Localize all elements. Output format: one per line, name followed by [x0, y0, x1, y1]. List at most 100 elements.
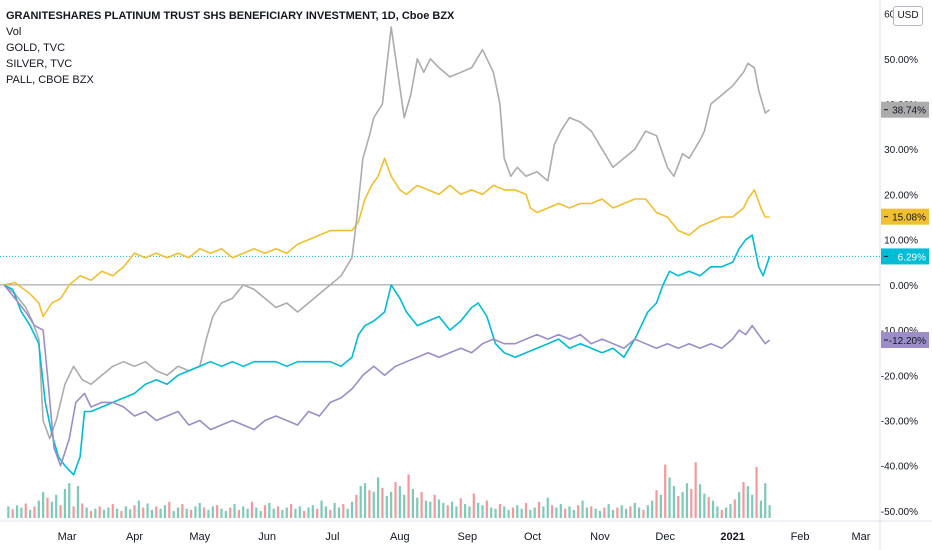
volume-bar	[142, 507, 145, 518]
x-tick-label: Feb	[791, 531, 810, 543]
volume-bar	[442, 502, 445, 518]
legend-item-gold[interactable]: GOLD, TVC	[6, 42, 66, 54]
volume-bar	[738, 491, 741, 518]
volume-bar	[703, 493, 706, 518]
volume-bar	[15, 505, 19, 518]
x-tick-label: Aug	[390, 531, 410, 543]
volume-bar	[194, 506, 197, 518]
volume-bar	[629, 506, 632, 518]
volume-bar	[759, 500, 762, 518]
volume-bar	[350, 501, 354, 518]
x-tick-label: Mar	[58, 531, 77, 543]
volume-bar	[694, 462, 697, 518]
volume-bar	[433, 494, 436, 518]
volume-bar	[677, 495, 680, 518]
volume-bar	[611, 509, 615, 518]
volume-bar	[768, 505, 771, 518]
volume-bar	[329, 509, 332, 518]
x-tick-label: Jul	[325, 531, 339, 543]
volume-bar	[50, 501, 53, 518]
y-tick-label: -40.00%	[881, 462, 918, 473]
volume-bar	[542, 506, 545, 518]
volume-bar	[546, 497, 549, 518]
legend: GRANITESHARES PLATINUM TRUST SHS BENEFIC…	[6, 8, 454, 88]
volume-bar	[372, 491, 375, 518]
volume-bar	[172, 511, 175, 518]
currency-button[interactable]: USD	[893, 6, 923, 26]
y-tick-label: -50.00%	[881, 507, 918, 518]
legend-title[interactable]: GRANITESHARES PLATINUM TRUST SHS BENEFIC…	[6, 10, 455, 22]
last-value-text: 38.74%	[892, 106, 926, 117]
volume-bar	[572, 509, 575, 518]
y-tick-label: 10.00%	[884, 236, 918, 247]
volume-bar	[120, 511, 123, 518]
volume-bar	[359, 486, 362, 518]
volume-bar	[290, 504, 293, 518]
legend-item-vol[interactable]: Vol	[6, 26, 22, 38]
volume-bar	[368, 490, 371, 518]
volume-bar	[155, 506, 158, 518]
volume-bar	[646, 505, 649, 518]
volume-bar	[102, 509, 106, 518]
volume-bar	[450, 501, 454, 518]
last-value-labels: 38.74% 15.08% 6.29% -12.20%	[881, 101, 929, 349]
volume-bar	[24, 503, 27, 518]
volume-bar	[690, 489, 693, 518]
volume-bar	[11, 509, 14, 518]
x-axis-ticks[interactable]: Mar Apr May Jun Jul Aug Sep Oct Nov Dec 2021 Feb Mar	[58, 531, 871, 543]
volume-bar	[429, 501, 432, 518]
volume-bar	[585, 507, 588, 518]
volume-bar	[559, 504, 562, 518]
volume-bar	[594, 508, 597, 518]
volume-bar	[46, 497, 49, 518]
volume-bar	[76, 486, 80, 518]
volume-bar	[490, 507, 493, 518]
series-line-silver[interactable]	[3, 26, 771, 440]
volume-bar	[733, 499, 736, 518]
last-value-badge	[881, 208, 929, 225]
legend-item-silver[interactable]: SILVER, TVC	[6, 58, 73, 70]
volume-bar	[337, 507, 341, 518]
volume-bar	[511, 507, 515, 518]
volume-bar	[725, 507, 728, 518]
volume-bar	[603, 507, 606, 518]
x-tick-label: Mar	[851, 531, 870, 543]
volume-bar	[446, 505, 449, 518]
series-line-gold[interactable]	[3, 157, 770, 318]
volume-bar	[633, 502, 636, 518]
volume-bar	[185, 508, 188, 518]
legend-item-pall[interactable]: PALL, CBOE BZX	[6, 74, 94, 86]
volume-bar	[333, 502, 336, 518]
volume-bar	[390, 491, 393, 518]
volume-bar	[607, 504, 610, 518]
volume-bar	[411, 489, 414, 518]
volume-bar	[129, 509, 132, 518]
volume-bar	[711, 500, 715, 518]
volume-bar	[176, 507, 180, 518]
volume-bar	[85, 507, 88, 518]
last-value-label-gold: 15.08%	[881, 208, 929, 225]
volume-bar	[681, 491, 684, 518]
volume-bar	[416, 497, 419, 518]
volume-bar	[459, 498, 462, 518]
volume-bar	[751, 494, 754, 518]
volume-bar	[729, 504, 732, 518]
series-line-palladium[interactable]	[3, 284, 771, 467]
x-tick-label: Jun	[258, 531, 276, 543]
volume-bar	[303, 511, 306, 518]
last-value-badge	[881, 101, 929, 118]
volume-bar	[250, 501, 254, 518]
volume-bar	[207, 509, 210, 518]
volume-bar	[237, 509, 240, 518]
volume-bar	[377, 477, 380, 518]
volume-bar	[59, 505, 62, 518]
volume-bar	[424, 500, 428, 518]
volume-bar	[385, 495, 388, 518]
last-value-text: 15.08%	[892, 213, 926, 224]
volume-bar	[407, 474, 410, 518]
volume-bar	[37, 500, 40, 518]
volume-bar	[507, 509, 510, 518]
series-line-platinum[interactable]	[3, 234, 771, 476]
volume-bar	[263, 505, 267, 518]
